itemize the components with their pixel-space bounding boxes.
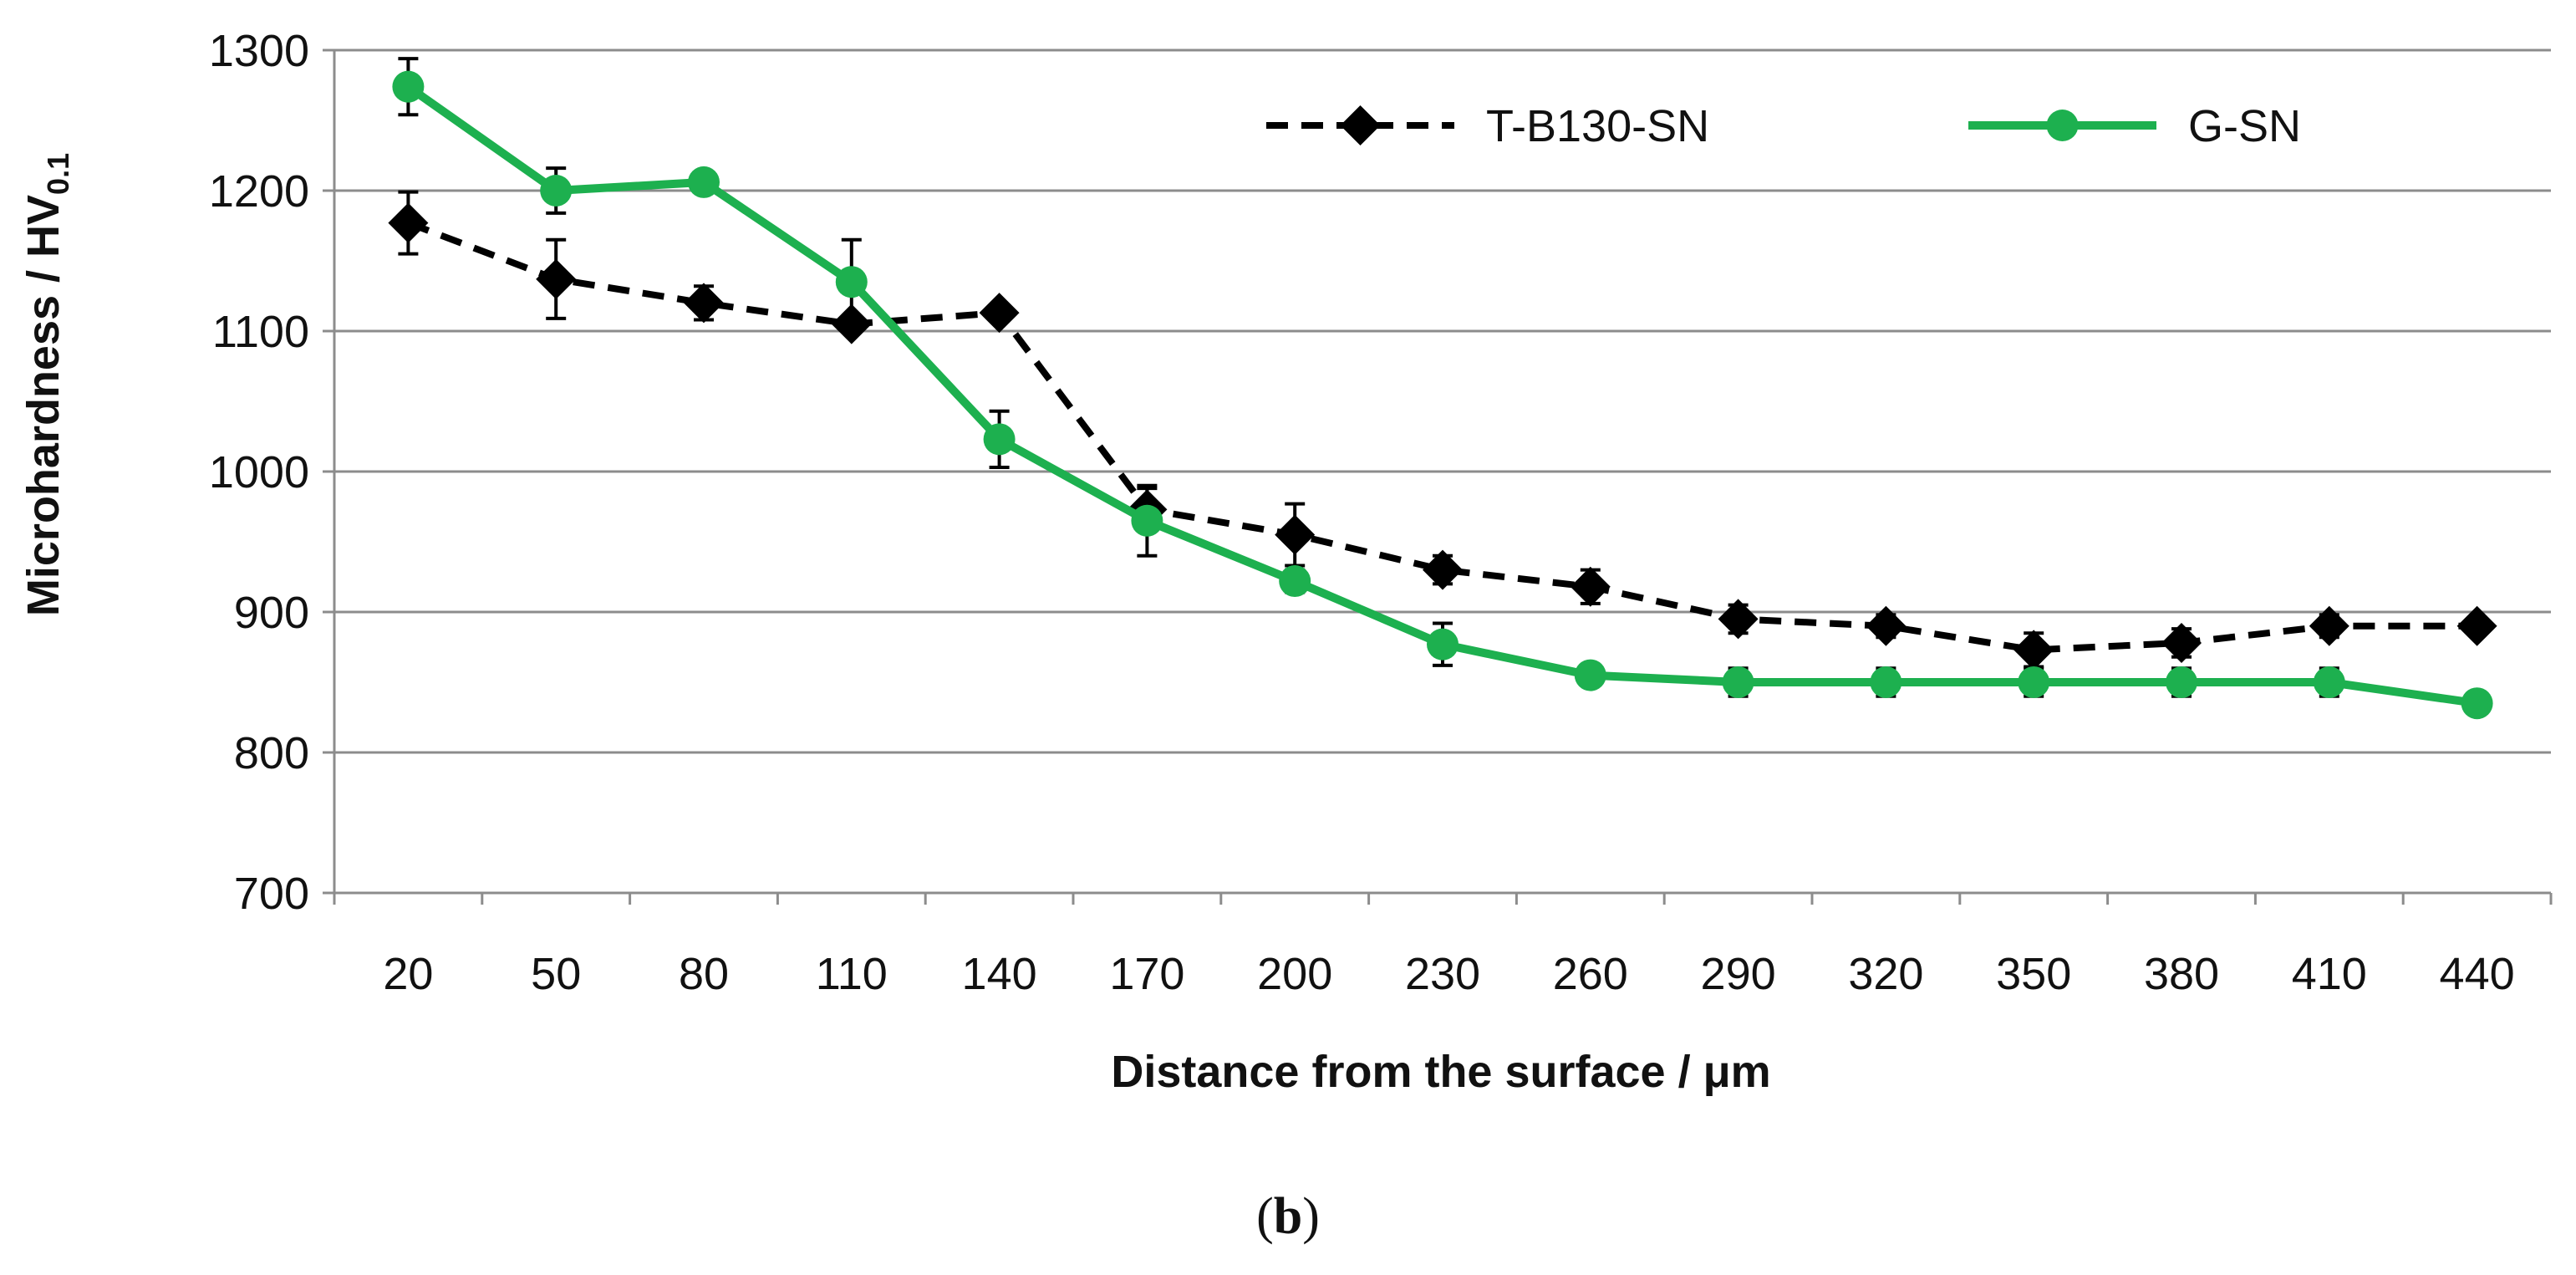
series-line: [406, 219, 2477, 654]
data-point: [2456, 605, 2497, 646]
legend-label: T-B130-SN: [1486, 101, 1709, 151]
x-tick-label: 260: [1553, 949, 1628, 999]
y-axis-title-main: Microhardness / HV: [18, 195, 69, 616]
data-point: [392, 70, 425, 103]
x-tick-label: 140: [962, 949, 1037, 999]
y-axis-title-subscript: 0.1: [41, 153, 75, 195]
data-point: [388, 202, 429, 243]
data-point: [688, 166, 720, 198]
x-axis-title: Distance from the surface / μm: [1111, 1047, 1770, 1097]
data-point: [983, 423, 1016, 456]
data-point: [2461, 687, 2493, 720]
data-point: [1722, 666, 1754, 698]
data-point: [540, 175, 573, 207]
x-tick-labels: 20 50 80 110 140 170 200 230 260 290 320 350 380 410 4…: [383, 949, 2514, 999]
data-point: [1279, 565, 1311, 598]
legend-marker: [1340, 105, 1381, 145]
x-tick-label: 440: [2440, 949, 2515, 999]
figure-caption: (b): [1256, 1188, 1320, 1245]
legend-marker: [2046, 110, 2079, 141]
data-point: [1275, 514, 1316, 555]
x-tick-label: 290: [1701, 949, 1776, 999]
y-tick-label: 1200: [209, 166, 309, 217]
x-tick-label: 50: [531, 949, 581, 999]
data-point: [1866, 605, 1907, 646]
axes: [323, 48, 2553, 905]
x-tick-label: 20: [383, 949, 433, 999]
data-point: [1718, 599, 1759, 640]
y-tick-labels: 700 800 900 1000 1100 1200 1300: [209, 26, 309, 919]
data-point: [1131, 504, 1163, 537]
data-point: [835, 266, 868, 298]
data-point: [2309, 605, 2349, 646]
x-tick-label: 410: [2292, 949, 2367, 999]
data-point: [979, 293, 1020, 334]
legend: T-B130-SN G-SN: [1266, 101, 2301, 151]
series: [388, 57, 2497, 720]
caption-close-paren: ): [1302, 1188, 1320, 1245]
y-tick-label: 1000: [209, 447, 309, 497]
x-tick-label: 110: [816, 949, 888, 999]
x-tick-label: 200: [1257, 949, 1332, 999]
data-point: [1427, 628, 1459, 660]
data-point: [2313, 666, 2345, 698]
data-point: [1570, 566, 1611, 607]
data-point: [2161, 622, 2202, 663]
x-tick-label: 230: [1405, 949, 1480, 999]
y-tick-label: 700: [234, 869, 309, 919]
caption-open-paren: (: [1256, 1188, 1274, 1245]
data-point: [1574, 659, 1606, 691]
caption-letter: b: [1274, 1188, 1302, 1245]
x-tick-label: 170: [1109, 949, 1184, 999]
legend-item: T-B130-SN: [1266, 101, 1709, 151]
y-tick-label: 1300: [209, 26, 309, 76]
data-point: [2013, 630, 2054, 671]
y-tick-label: 900: [234, 588, 309, 638]
data-point: [1870, 666, 1902, 698]
legend-label: G-SN: [2188, 101, 2301, 151]
data-point: [1423, 549, 1463, 590]
y-axis-title: Microhardness / HV0.1: [18, 153, 75, 616]
x-tick-label: 320: [1848, 949, 1923, 999]
x-tick-label: 80: [679, 949, 729, 999]
data-point: [2018, 666, 2050, 698]
legend-item: G-SN: [1968, 101, 2301, 151]
series-T-B130-SN: [388, 190, 2497, 671]
data-point: [536, 258, 577, 299]
y-tick-label: 1100: [212, 307, 309, 357]
data-point: [684, 283, 724, 324]
x-tick-label: 350: [1996, 949, 2071, 999]
series-G-SN: [392, 57, 2493, 720]
x-tick-label: 380: [2144, 949, 2219, 999]
data-point: [2166, 666, 2197, 698]
y-tick-label: 800: [234, 728, 309, 778]
